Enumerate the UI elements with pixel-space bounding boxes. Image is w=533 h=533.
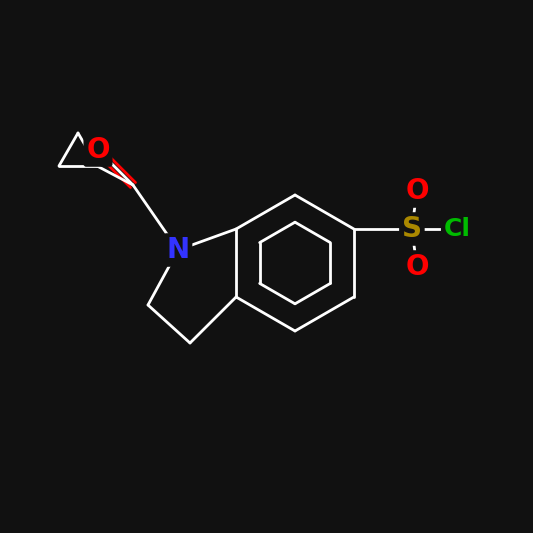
Text: O: O xyxy=(405,253,429,281)
Text: O: O xyxy=(86,136,110,164)
Text: Cl: Cl xyxy=(443,217,471,241)
Text: O: O xyxy=(405,177,429,205)
Text: S: S xyxy=(402,215,422,243)
Text: N: N xyxy=(166,236,190,264)
